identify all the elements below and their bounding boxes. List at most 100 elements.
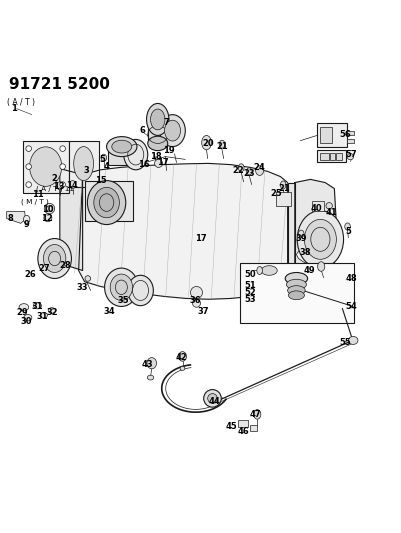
Ellipse shape xyxy=(43,245,66,272)
Ellipse shape xyxy=(19,304,28,311)
Text: 28: 28 xyxy=(60,261,71,270)
Ellipse shape xyxy=(124,140,148,170)
Text: 12: 12 xyxy=(41,214,53,223)
Ellipse shape xyxy=(60,164,65,169)
Ellipse shape xyxy=(280,181,286,189)
Ellipse shape xyxy=(110,274,133,301)
Bar xyxy=(312,201,324,212)
Bar xyxy=(347,131,354,135)
Text: 4: 4 xyxy=(103,162,109,171)
Ellipse shape xyxy=(147,358,156,369)
Ellipse shape xyxy=(44,204,55,214)
Text: 49: 49 xyxy=(304,266,315,275)
Text: 32: 32 xyxy=(46,308,58,317)
Polygon shape xyxy=(295,180,336,271)
Text: 48: 48 xyxy=(346,274,357,283)
Text: 11: 11 xyxy=(32,190,44,199)
Text: 34: 34 xyxy=(103,307,115,316)
Ellipse shape xyxy=(247,168,252,175)
Text: 40: 40 xyxy=(311,204,322,213)
Ellipse shape xyxy=(304,220,336,260)
Polygon shape xyxy=(108,147,136,165)
Text: 54: 54 xyxy=(346,302,357,311)
Text: 9: 9 xyxy=(24,220,30,229)
Ellipse shape xyxy=(44,214,52,222)
Ellipse shape xyxy=(190,286,203,298)
Ellipse shape xyxy=(147,375,154,380)
Text: 50: 50 xyxy=(245,270,256,279)
Ellipse shape xyxy=(57,182,63,190)
Ellipse shape xyxy=(345,223,350,230)
Ellipse shape xyxy=(297,211,344,268)
Ellipse shape xyxy=(160,115,185,147)
Ellipse shape xyxy=(150,109,165,130)
Bar xyxy=(320,152,329,160)
Text: 1: 1 xyxy=(10,104,16,113)
Ellipse shape xyxy=(239,164,244,172)
Text: 55: 55 xyxy=(339,338,351,347)
Ellipse shape xyxy=(48,308,55,313)
Ellipse shape xyxy=(256,166,263,175)
Ellipse shape xyxy=(298,230,304,237)
Polygon shape xyxy=(296,244,324,264)
Ellipse shape xyxy=(204,390,221,407)
Text: 8: 8 xyxy=(8,214,14,223)
Text: ( M / T ): ( M / T ) xyxy=(22,198,49,205)
Ellipse shape xyxy=(74,147,93,181)
Bar xyxy=(275,192,291,206)
Ellipse shape xyxy=(180,366,185,370)
Bar xyxy=(288,183,295,270)
Text: 23: 23 xyxy=(243,169,255,179)
Bar xyxy=(240,263,354,323)
Bar xyxy=(239,420,249,427)
Ellipse shape xyxy=(178,352,186,361)
Bar xyxy=(336,152,342,160)
Ellipse shape xyxy=(33,302,41,309)
Text: 51: 51 xyxy=(245,281,256,290)
Ellipse shape xyxy=(285,272,308,285)
Text: 6: 6 xyxy=(140,126,146,135)
Ellipse shape xyxy=(69,181,76,189)
Text: 10: 10 xyxy=(42,205,54,214)
Text: 17: 17 xyxy=(195,234,206,243)
Text: 38: 38 xyxy=(300,248,311,257)
Text: 39: 39 xyxy=(296,234,307,243)
Ellipse shape xyxy=(26,146,31,151)
Bar xyxy=(330,152,335,160)
Bar xyxy=(347,139,354,143)
Text: 16: 16 xyxy=(138,160,150,169)
Text: 35: 35 xyxy=(118,296,130,305)
Text: 57: 57 xyxy=(346,150,357,159)
Text: 30: 30 xyxy=(21,317,32,326)
Text: 53: 53 xyxy=(245,295,256,304)
Ellipse shape xyxy=(288,291,304,300)
Ellipse shape xyxy=(326,203,332,209)
Polygon shape xyxy=(60,168,83,270)
Ellipse shape xyxy=(192,299,200,307)
Ellipse shape xyxy=(261,266,277,275)
Polygon shape xyxy=(79,164,288,299)
Text: 46: 46 xyxy=(238,426,249,435)
Bar xyxy=(317,150,346,162)
Text: 91721 5200: 91721 5200 xyxy=(9,77,109,92)
Ellipse shape xyxy=(101,154,107,161)
Polygon shape xyxy=(7,212,26,223)
Ellipse shape xyxy=(164,120,180,141)
Text: 13: 13 xyxy=(53,182,65,191)
Text: 27: 27 xyxy=(39,264,51,273)
Ellipse shape xyxy=(112,140,132,153)
Text: 33: 33 xyxy=(77,283,88,292)
Text: 21: 21 xyxy=(279,184,290,193)
Bar xyxy=(250,425,257,431)
Ellipse shape xyxy=(257,266,262,274)
Text: 19: 19 xyxy=(163,146,174,155)
Ellipse shape xyxy=(128,275,153,305)
Text: 44: 44 xyxy=(209,397,221,406)
Ellipse shape xyxy=(26,182,31,188)
Text: 18: 18 xyxy=(150,152,162,161)
Ellipse shape xyxy=(94,188,119,218)
Ellipse shape xyxy=(87,181,126,224)
Polygon shape xyxy=(23,141,69,192)
Text: 56: 56 xyxy=(339,130,351,139)
Text: 14: 14 xyxy=(66,181,78,190)
